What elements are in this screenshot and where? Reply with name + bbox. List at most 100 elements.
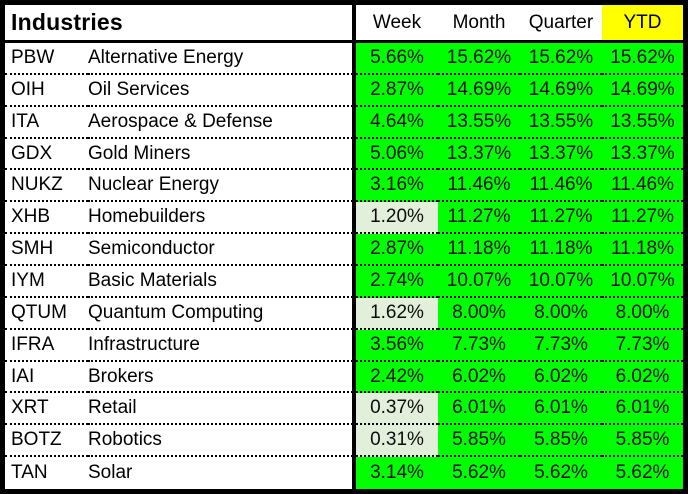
- week-value-cell: 2.87%: [356, 234, 438, 267]
- column-header-week: Week: [372, 11, 422, 33]
- month-value-cell: 11.18%: [438, 234, 520, 267]
- table-row: NUKZ Nuclear Energy 3.16% 11.46% 11.46% …: [5, 170, 683, 203]
- ticker-cell: BOTZ: [5, 425, 88, 458]
- industry-name-cell: Retail: [88, 393, 356, 426]
- column-header-quarter: Quarter: [528, 11, 594, 33]
- ytd-value-cell: 6.01%: [602, 393, 683, 426]
- ticker-cell: IYM: [5, 266, 88, 298]
- month-value-cell: 11.27%: [438, 202, 520, 235]
- month-value-cell: 8.00%: [438, 297, 520, 330]
- table-row: IYM Basic Materials 2.74% 10.07% 10.07% …: [5, 266, 683, 298]
- industry-name-cell: Aerospace & Defense: [88, 107, 356, 139]
- ytd-value-cell: 7.73%: [602, 329, 683, 362]
- ticker-cell: SMH: [5, 234, 88, 267]
- month-value-cell: 13.37%: [438, 138, 520, 171]
- industry-name-cell: Nuclear Energy: [88, 170, 356, 203]
- table-row: SMH Semiconductor 2.87% 11.18% 11.18% 11…: [5, 234, 683, 267]
- month-value-cell: 14.69%: [438, 74, 520, 107]
- table-row: QTUM Quantum Computing 1.62% 8.00% 8.00%…: [5, 297, 683, 330]
- table-row: XHB Homebuilders 1.20% 11.27% 11.27% 11.…: [5, 202, 683, 235]
- ticker-cell: XRT: [5, 393, 88, 426]
- week-value-cell: 1.62%: [356, 297, 438, 330]
- table-row: OIH Oil Services 2.87% 14.69% 14.69% 14.…: [5, 74, 683, 107]
- column-header-ytd: YTD: [602, 5, 683, 40]
- month-value-cell: 13.55%: [438, 106, 520, 139]
- ytd-value-cell: 5.85%: [602, 425, 683, 458]
- quarter-value-cell: 6.02%: [520, 361, 602, 394]
- ytd-value-cell: 6.02%: [602, 361, 683, 394]
- week-value-cell: 3.14%: [356, 457, 438, 490]
- ticker-cell: GDX: [5, 139, 88, 171]
- industry-name-cell: Quantum Computing: [88, 298, 356, 330]
- ticker-cell: OIH: [5, 75, 88, 107]
- quarter-value-cell: 11.27%: [520, 202, 602, 235]
- week-value-cell: 3.56%: [356, 329, 438, 362]
- industry-name-cell: Basic Materials: [88, 266, 356, 298]
- week-value-cell: 3.16%: [356, 170, 438, 203]
- quarter-value-cell: 15.62%: [520, 43, 602, 75]
- week-value-cell: 0.37%: [356, 393, 438, 426]
- ticker-cell: ITA: [5, 107, 88, 139]
- quarter-value-cell: 11.18%: [520, 234, 602, 267]
- industry-name-cell: Semiconductor: [88, 234, 356, 267]
- ticker-cell: TAN: [11, 462, 48, 484]
- quarter-value-cell: 6.01%: [520, 393, 602, 426]
- industry-name-cell: Gold Miners: [88, 139, 356, 171]
- ytd-value-cell: 13.37%: [602, 138, 683, 171]
- ytd-value-cell: 11.18%: [602, 234, 683, 267]
- ticker-cell: XHB: [5, 202, 88, 235]
- ticker-cell: IAI: [5, 362, 88, 394]
- table-row: ITA Aerospace & Defense 4.64% 13.55% 13.…: [5, 106, 683, 139]
- industry-name-cell: Alternative Energy: [88, 43, 356, 75]
- quarter-value-cell: 8.00%: [520, 297, 602, 330]
- week-value-cell: 0.31%: [356, 425, 438, 458]
- table-row: XRT Retail 0.37% 6.01% 6.01% 6.01%: [5, 393, 683, 426]
- week-value-cell: 1.20%: [356, 202, 438, 235]
- week-value-cell: 2.74%: [356, 266, 438, 298]
- ytd-value-cell: 14.69%: [602, 74, 683, 107]
- industry-name-cell: Oil Services: [88, 75, 356, 107]
- week-value-cell: 2.87%: [356, 74, 438, 107]
- quarter-value-cell: 5.85%: [520, 425, 602, 458]
- column-header-month: Month: [452, 11, 506, 33]
- week-value-cell: 5.66%: [356, 43, 438, 75]
- ytd-value-cell: 11.46%: [602, 170, 683, 203]
- industry-name-cell: Brokers: [88, 362, 356, 394]
- month-value-cell: 10.07%: [438, 266, 520, 298]
- ytd-value-cell: 8.00%: [602, 297, 683, 330]
- table-row: GDX Gold Miners 5.06% 13.37% 13.37% 13.3…: [5, 138, 683, 171]
- table-row: TAN Solar 3.14% 5.62% 5.62% 5.62%: [5, 457, 683, 490]
- table-header-row: Industries Week Month Quarter YTD: [5, 5, 683, 43]
- week-value-cell: 4.64%: [356, 106, 438, 139]
- table-body: PBW Alternative Energy 5.66% 15.62% 15.6…: [5, 43, 683, 490]
- quarter-value-cell: 7.73%: [520, 329, 602, 362]
- quarter-value-cell: 13.55%: [520, 106, 602, 139]
- ticker-cell: QTUM: [5, 298, 88, 330]
- ticker-cell: IFRA: [5, 330, 88, 362]
- ytd-value-cell: 11.27%: [602, 202, 683, 235]
- industry-name-cell: Homebuilders: [88, 202, 356, 235]
- industry-name-cell: Solar: [88, 462, 133, 484]
- ytd-value-cell: 13.55%: [602, 106, 683, 139]
- ytd-value-cell: 15.62%: [602, 43, 683, 75]
- ytd-value-cell: 5.62%: [602, 457, 683, 490]
- month-value-cell: 6.01%: [438, 393, 520, 426]
- industry-name-cell: Robotics: [88, 425, 356, 458]
- table-row: IFRA Infrastructure 3.56% 7.73% 7.73% 7.…: [5, 329, 683, 362]
- table-row: IAI Brokers 2.42% 6.02% 6.02% 6.02%: [5, 361, 683, 394]
- month-value-cell: 5.85%: [438, 425, 520, 458]
- table-title: Industries: [11, 9, 123, 35]
- quarter-value-cell: 14.69%: [520, 74, 602, 107]
- ticker-cell: PBW: [5, 43, 88, 75]
- month-value-cell: 6.02%: [438, 361, 520, 394]
- quarter-value-cell: 5.62%: [520, 457, 602, 490]
- month-value-cell: 11.46%: [438, 170, 520, 203]
- industry-name-cell: Infrastructure: [88, 330, 356, 362]
- quarter-value-cell: 11.46%: [520, 170, 602, 203]
- table-row: PBW Alternative Energy 5.66% 15.62% 15.6…: [5, 43, 683, 75]
- table-row: BOTZ Robotics 0.31% 5.85% 5.85% 5.85%: [5, 425, 683, 458]
- week-value-cell: 2.42%: [356, 361, 438, 394]
- month-value-cell: 7.73%: [438, 329, 520, 362]
- quarter-value-cell: 10.07%: [520, 266, 602, 298]
